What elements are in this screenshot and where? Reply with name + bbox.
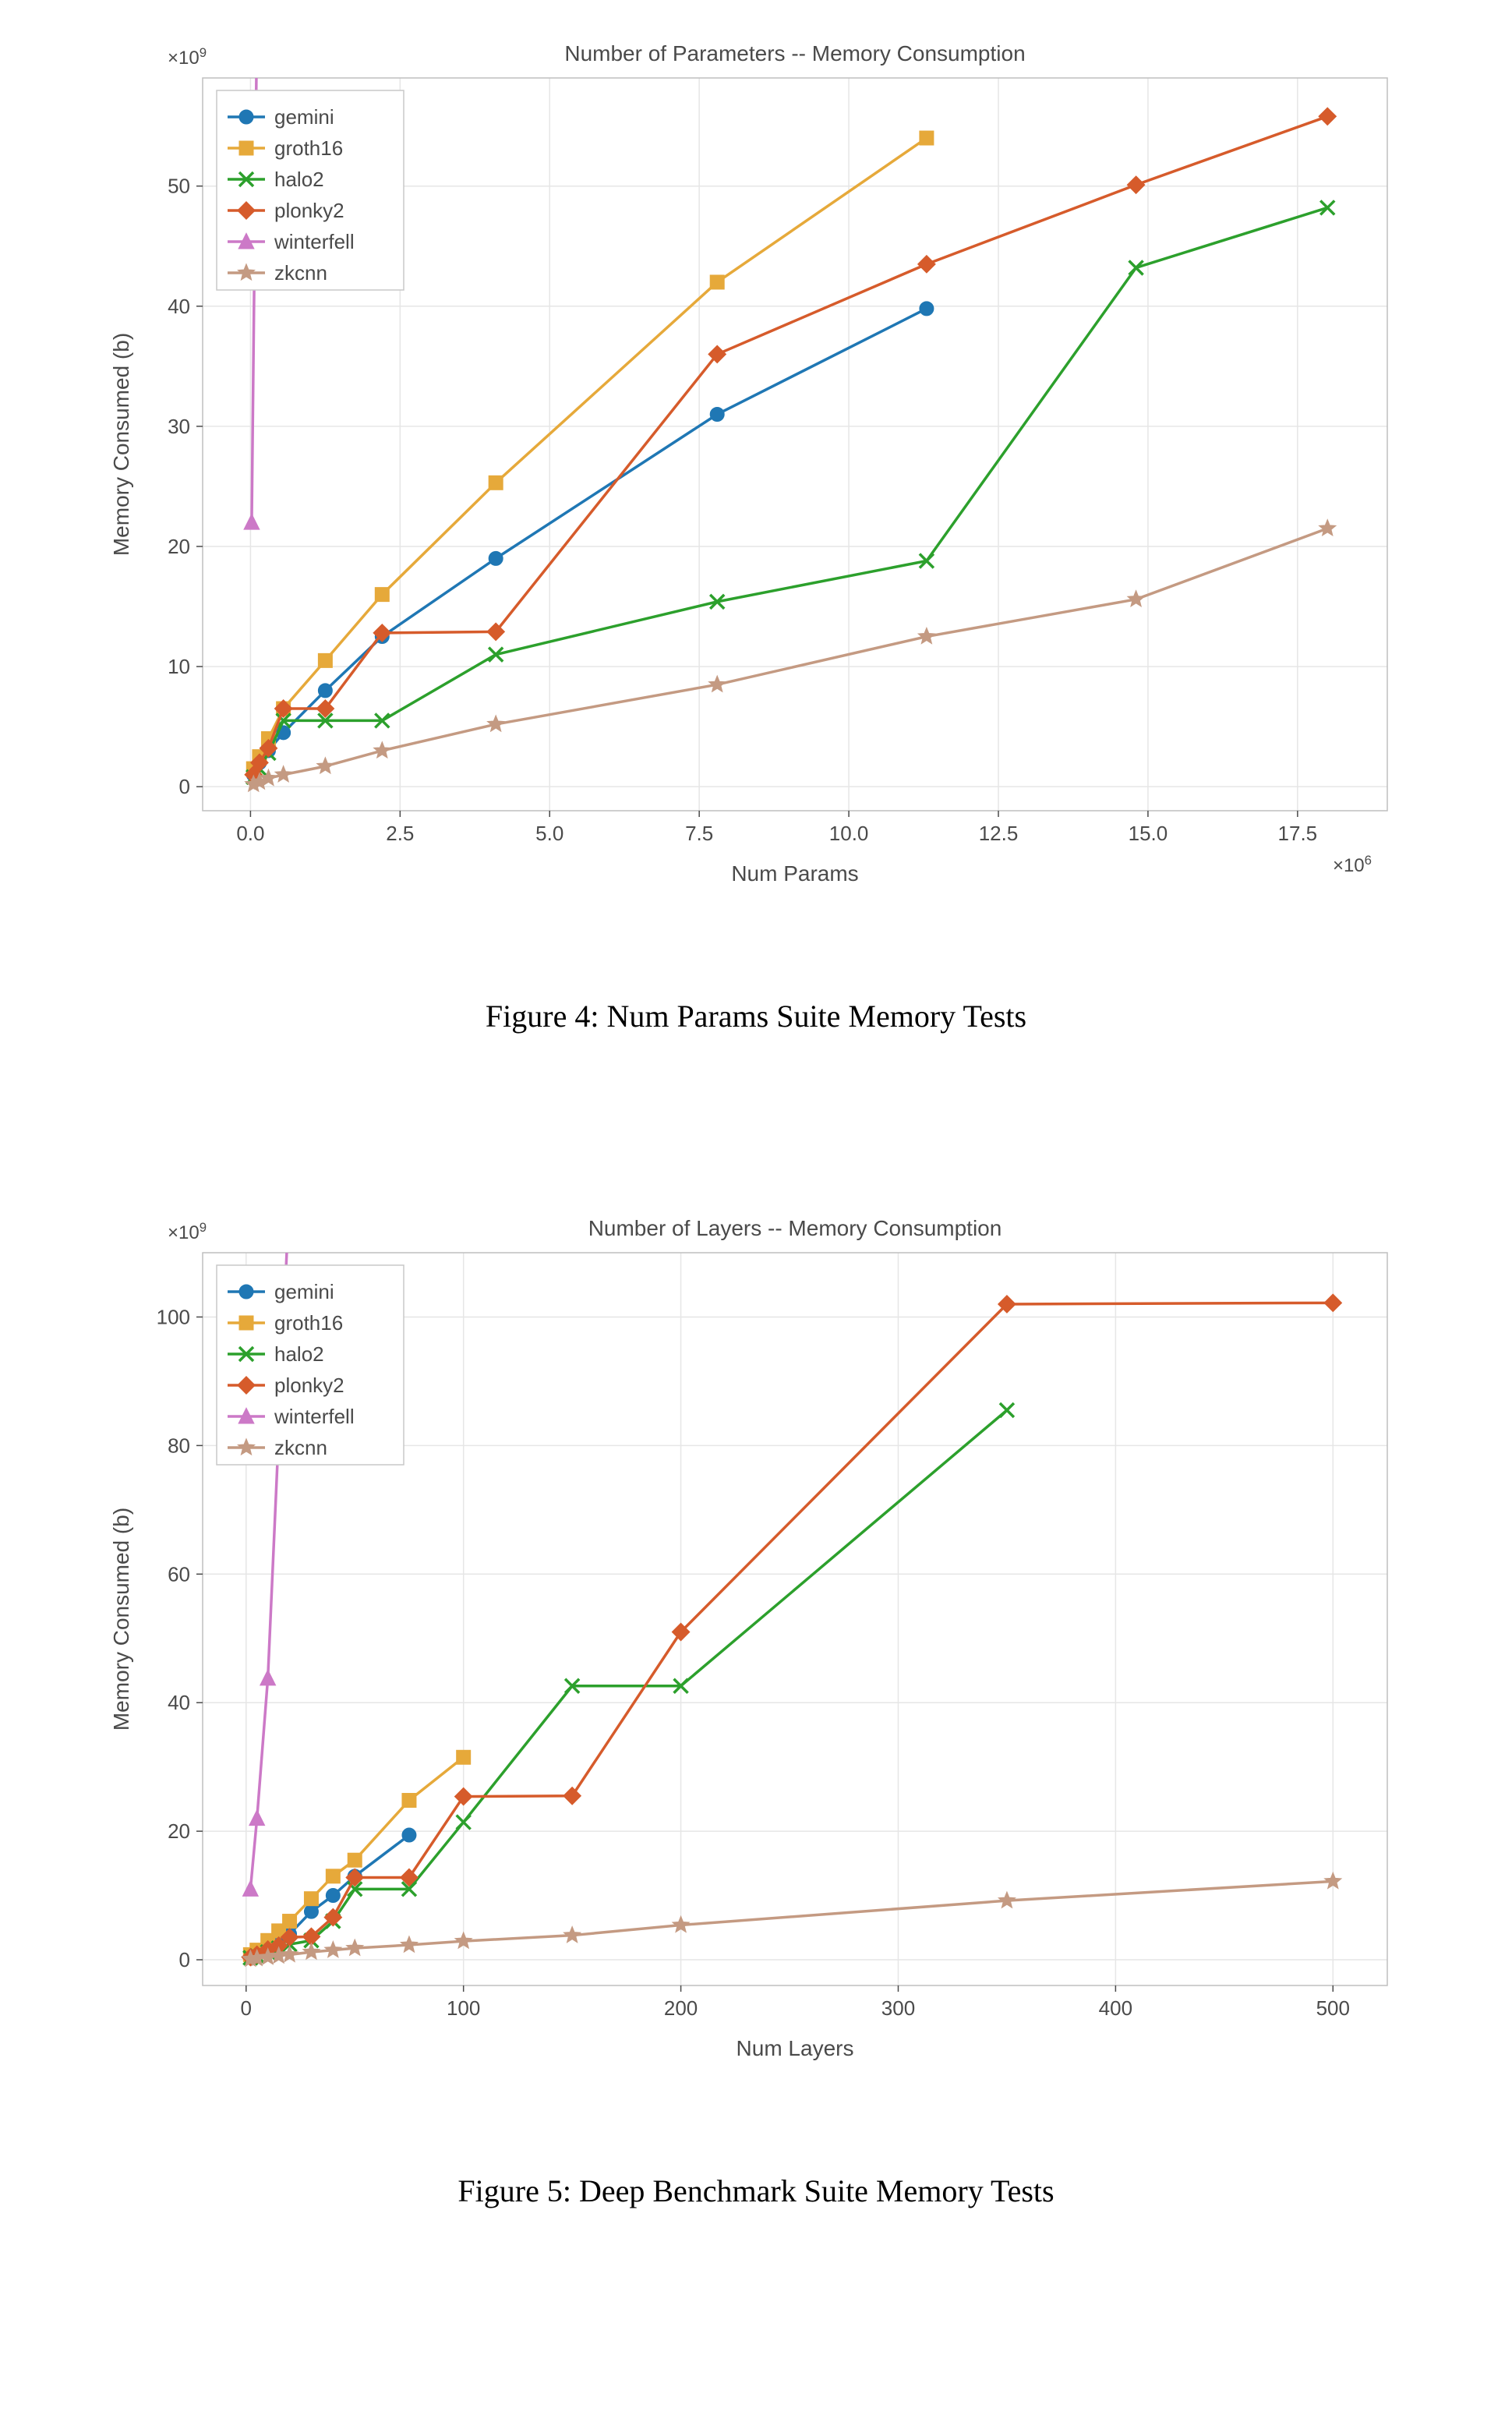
chart-b-svg: 0 100 200 300 400 500 0 20 40 60 80 100 Num Layers Me… — [94, 1206, 1418, 2102]
ytick-label: 20 — [168, 1819, 190, 1843]
page: 0.0 2.5 5.0 7.5 10.0 12.5 15.0 17.5 0 10 20 30 40 50 N… — [0, 0, 1512, 2365]
marker-groth16 — [326, 1869, 340, 1883]
xtick-label: 17.5 — [1278, 822, 1318, 845]
legend-label-winterfell: winterfell — [274, 230, 355, 253]
marker-groth16 — [348, 1853, 362, 1867]
x-axis-label: Num Params — [731, 861, 858, 886]
legend-label-plonky2: plonky2 — [274, 199, 344, 222]
chart-a-wrap: 0.0 2.5 5.0 7.5 10.0 12.5 15.0 17.5 0 10 20 30 40 50 N… — [94, 31, 1418, 928]
ytick-label: 100 — [157, 1305, 190, 1328]
legend-label-halo2: halo2 — [274, 168, 324, 191]
marker-gemini — [318, 684, 332, 698]
marker-gemini — [326, 1889, 340, 1903]
y-offset-text: ×109 — [168, 45, 207, 69]
legend-label-plonky2: plonky2 — [274, 1374, 344, 1397]
marker-gemini — [304, 1904, 318, 1918]
xtick-label: 0.0 — [236, 822, 264, 845]
marker-gemini — [920, 302, 934, 316]
legend-marker-groth16 — [239, 1316, 253, 1330]
marker-gemini — [402, 1828, 416, 1842]
legend-label-groth16: groth16 — [274, 136, 343, 160]
ytick-label: 50 — [168, 175, 190, 198]
legend-label-zkcnn: zkcnn — [274, 1436, 327, 1459]
xtick-label: 12.5 — [979, 822, 1019, 845]
y-axis-label: Memory Consumed (b) — [109, 1508, 133, 1731]
marker-groth16 — [457, 1750, 471, 1764]
xtick-label: 500 — [1316, 1996, 1350, 2020]
ytick-label: 40 — [168, 1691, 190, 1714]
figure-4-caption: Figure 4: Num Params Suite Memory Tests — [0, 998, 1512, 1034]
marker-winterfell — [249, 58, 264, 73]
legend-label-gemini: gemini — [274, 1280, 334, 1303]
x-offset-text: ×106 — [1333, 853, 1372, 877]
xtick-label: 200 — [664, 1996, 698, 2020]
marker-gemini — [489, 551, 503, 565]
marker-groth16 — [402, 1794, 416, 1808]
marker-groth16 — [304, 1892, 318, 1906]
legend-label-zkcnn: zkcnn — [274, 261, 327, 285]
marker-groth16 — [375, 588, 389, 602]
marker-groth16 — [710, 275, 724, 289]
legend-label-winterfell: winterfell — [274, 1405, 355, 1428]
xtick-label: 7.5 — [685, 822, 713, 845]
ytick-label: 40 — [168, 295, 190, 318]
ytick-label: 0 — [179, 775, 190, 798]
marker-groth16 — [318, 653, 332, 667]
figure-5-block: 0 100 200 300 400 500 0 20 40 60 80 100 Num Layers Me… — [0, 1206, 1512, 2209]
ytick-label: 10 — [168, 655, 190, 678]
xtick-label: 100 — [447, 1996, 480, 2020]
legend-label-gemini: gemini — [274, 105, 334, 129]
ytick-label: 60 — [168, 1562, 190, 1586]
legend-label-halo2: halo2 — [274, 1342, 324, 1366]
xtick-label: 300 — [881, 1996, 915, 2020]
chart-title: Number of Layers -- Memory Consumption — [588, 1216, 1002, 1240]
ytick-label: 30 — [168, 415, 190, 438]
legend-label-groth16: groth16 — [274, 1311, 343, 1335]
legend-marker-groth16 — [239, 141, 253, 155]
chart-title: Number of Parameters -- Memory Consumpti… — [564, 41, 1025, 65]
marker-groth16 — [283, 1915, 297, 1929]
ytick-label: 0 — [179, 1948, 190, 1971]
xtick-label: 2.5 — [386, 822, 414, 845]
x-axis-label: Num Layers — [737, 2036, 854, 2060]
y-offset-text: ×109 — [168, 1220, 207, 1244]
xtick-label: 400 — [1099, 1996, 1132, 2020]
marker-gemini — [710, 407, 724, 421]
legend-marker-gemini — [239, 1285, 253, 1299]
xtick-label: 15.0 — [1129, 822, 1168, 845]
y-axis-label: Memory Consumed (b) — [109, 333, 133, 556]
ytick-label: 80 — [168, 1434, 190, 1457]
xtick-label: 0 — [241, 1996, 252, 2020]
legend-marker-gemini — [239, 110, 253, 124]
figure-5-caption: Figure 5: Deep Benchmark Suite Memory Te… — [0, 2173, 1512, 2209]
marker-groth16 — [489, 476, 503, 490]
chart-a-svg: 0.0 2.5 5.0 7.5 10.0 12.5 15.0 17.5 0 10 20 30 40 50 N… — [94, 31, 1418, 928]
marker-groth16 — [920, 131, 934, 145]
xtick-label: 5.0 — [535, 822, 563, 845]
xtick-label: 10.0 — [829, 822, 869, 845]
figure-4-block: 0.0 2.5 5.0 7.5 10.0 12.5 15.0 17.5 0 10 20 30 40 50 N… — [0, 31, 1512, 1034]
ytick-label: 20 — [168, 535, 190, 558]
chart-b-wrap: 0 100 200 300 400 500 0 20 40 60 80 100 Num Layers Me… — [94, 1206, 1418, 2102]
